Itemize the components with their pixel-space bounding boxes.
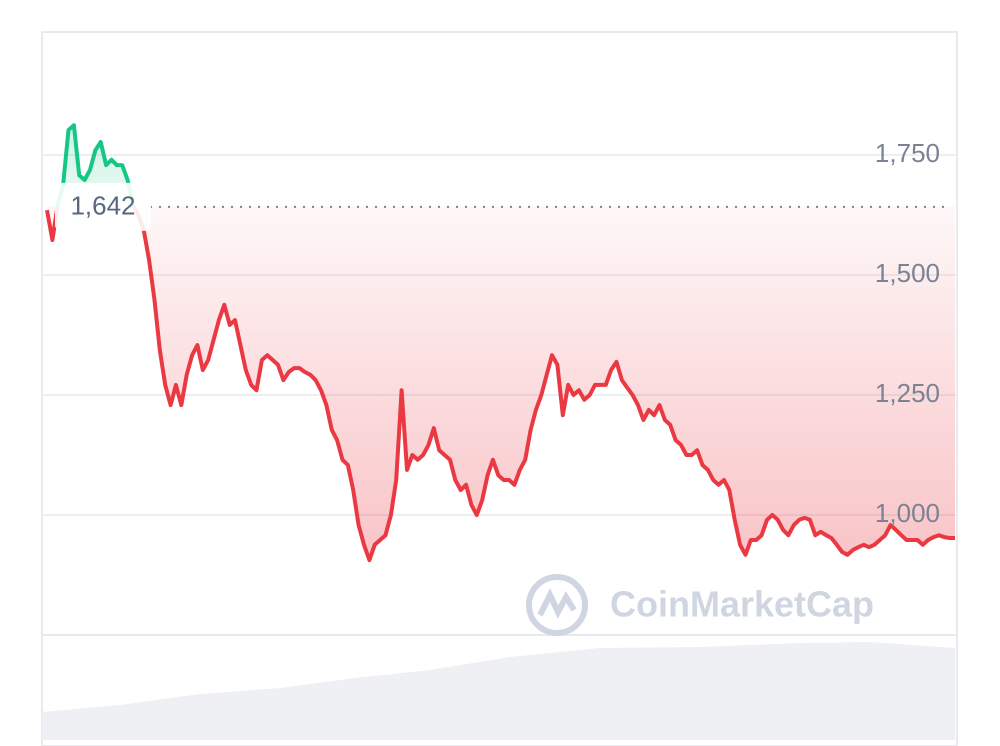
reference-label: 1,642 xyxy=(70,191,135,221)
watermark: CoinMarketCap xyxy=(610,584,874,625)
price-line xyxy=(45,123,955,563)
y-tick-label: 1,500 xyxy=(875,258,940,288)
watermark-logo xyxy=(526,574,588,636)
y-tick-label: 1,250 xyxy=(875,378,940,408)
price-area xyxy=(47,125,955,561)
y-tick-label: 1,000 xyxy=(875,498,940,528)
y-tick-label: 1,750 xyxy=(875,138,940,168)
reference-label-box xyxy=(55,182,151,231)
volume-area xyxy=(42,642,955,740)
